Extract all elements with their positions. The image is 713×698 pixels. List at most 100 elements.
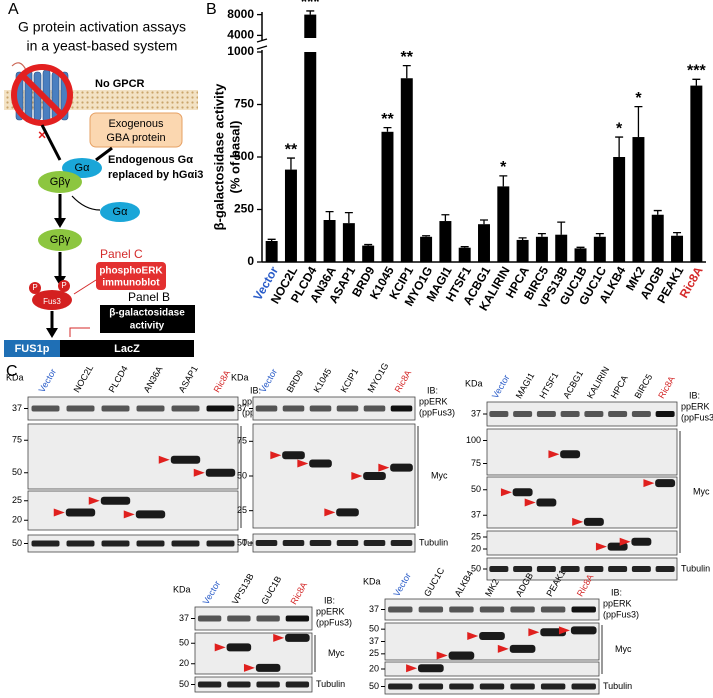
tubulin-label: Tubulin <box>681 563 710 573</box>
arrowhead <box>158 455 170 464</box>
significance: * <box>616 120 623 137</box>
band <box>206 540 235 547</box>
band <box>282 540 305 546</box>
bar <box>304 52 317 262</box>
arrow-head <box>54 218 66 228</box>
band <box>197 615 222 622</box>
error-bar <box>402 65 411 79</box>
band <box>363 540 386 546</box>
y-tick-label: 1000 <box>227 44 254 58</box>
band <box>336 508 359 517</box>
band <box>631 566 651 572</box>
band <box>513 411 533 417</box>
band <box>66 540 95 547</box>
tubulin-label: Tubulin <box>419 537 448 547</box>
membrane <box>4 90 198 110</box>
band <box>540 683 566 690</box>
lane-label: BRD9 <box>285 368 306 394</box>
lane-label: KCIP1 <box>339 367 361 395</box>
label: Gβγ <box>50 234 71 246</box>
arrowhead <box>324 508 336 517</box>
bar <box>342 223 355 262</box>
band <box>388 606 413 613</box>
band <box>655 479 676 488</box>
arrow <box>40 124 62 161</box>
band <box>479 683 505 690</box>
lane-label: MAGI1 <box>514 371 537 400</box>
lane-label: Ric8A <box>289 580 310 606</box>
label: immunoblot <box>102 278 160 289</box>
ppFus3-label: (ppFus3) <box>603 609 639 619</box>
phosphate <box>58 280 70 292</box>
lane-label: HTSF1 <box>538 370 561 400</box>
phosphate <box>29 282 41 294</box>
band <box>171 540 200 547</box>
tubulin-label: Tubulin <box>603 681 632 691</box>
band <box>489 566 509 572</box>
bar <box>284 169 297 262</box>
error-bar <box>364 243 373 246</box>
arrowhead <box>243 663 255 672</box>
label: Panel B <box>128 290 170 304</box>
marker-label: 50 <box>237 537 247 547</box>
band <box>560 411 580 417</box>
arrowhead <box>548 450 560 459</box>
bar <box>265 241 278 262</box>
arrowhead <box>214 643 226 652</box>
lane-label: Vector <box>490 373 511 400</box>
label: Endogenous Gα <box>108 154 193 166</box>
marker-label: 75 <box>12 435 22 445</box>
band <box>285 615 310 622</box>
band <box>388 683 413 690</box>
marker-label: 50 <box>179 679 189 689</box>
error-bar <box>325 210 334 220</box>
arrowhead <box>406 664 418 673</box>
title-line: G protein activation assays <box>18 19 186 35</box>
bar <box>323 220 336 262</box>
band <box>282 405 305 412</box>
bar <box>613 157 626 262</box>
lane-label: AN36A <box>142 364 165 394</box>
band <box>206 405 235 412</box>
arrowhead <box>500 488 512 497</box>
marker-label: 25 <box>369 648 379 658</box>
unit-label: KDa <box>6 372 24 382</box>
myc-label: Myc <box>431 470 448 480</box>
error-bar <box>460 246 469 248</box>
marker-label: 20 <box>12 515 22 525</box>
lane-label: Ric8A <box>393 368 414 394</box>
band <box>584 411 604 417</box>
ppFus3-label: (ppFus3) <box>419 407 455 417</box>
arrowhead <box>378 463 390 472</box>
myc-label: Myc <box>615 644 632 654</box>
band <box>571 683 596 690</box>
prohibition <box>19 72 65 118</box>
lane-label: Ric8A <box>656 374 677 400</box>
error-bar <box>383 126 392 132</box>
y-axis-label: β-galactosidase activity <box>211 83 226 230</box>
lane-label: PLCD4 <box>107 364 130 394</box>
label: replaced by hGαi3 <box>108 169 203 181</box>
bar <box>555 234 568 262</box>
band <box>608 566 628 572</box>
error-bar <box>344 212 353 224</box>
band <box>101 405 130 412</box>
band <box>584 566 604 572</box>
ppFus3-label: (ppFus3) <box>681 412 713 422</box>
bar <box>420 236 433 262</box>
band <box>418 683 444 690</box>
reporter <box>60 340 194 357</box>
significance: *** <box>301 0 320 11</box>
marker-label: 50 <box>12 467 22 477</box>
band <box>583 517 604 526</box>
band <box>227 681 251 688</box>
band <box>510 606 535 613</box>
axis-break <box>256 38 268 50</box>
label: LacZ <box>114 343 140 355</box>
tubulin-label: Tubulin <box>316 679 345 689</box>
bar <box>458 247 471 262</box>
band <box>655 411 675 417</box>
error-bar <box>267 238 276 241</box>
significance: * <box>635 90 642 107</box>
error-bar <box>537 233 546 237</box>
